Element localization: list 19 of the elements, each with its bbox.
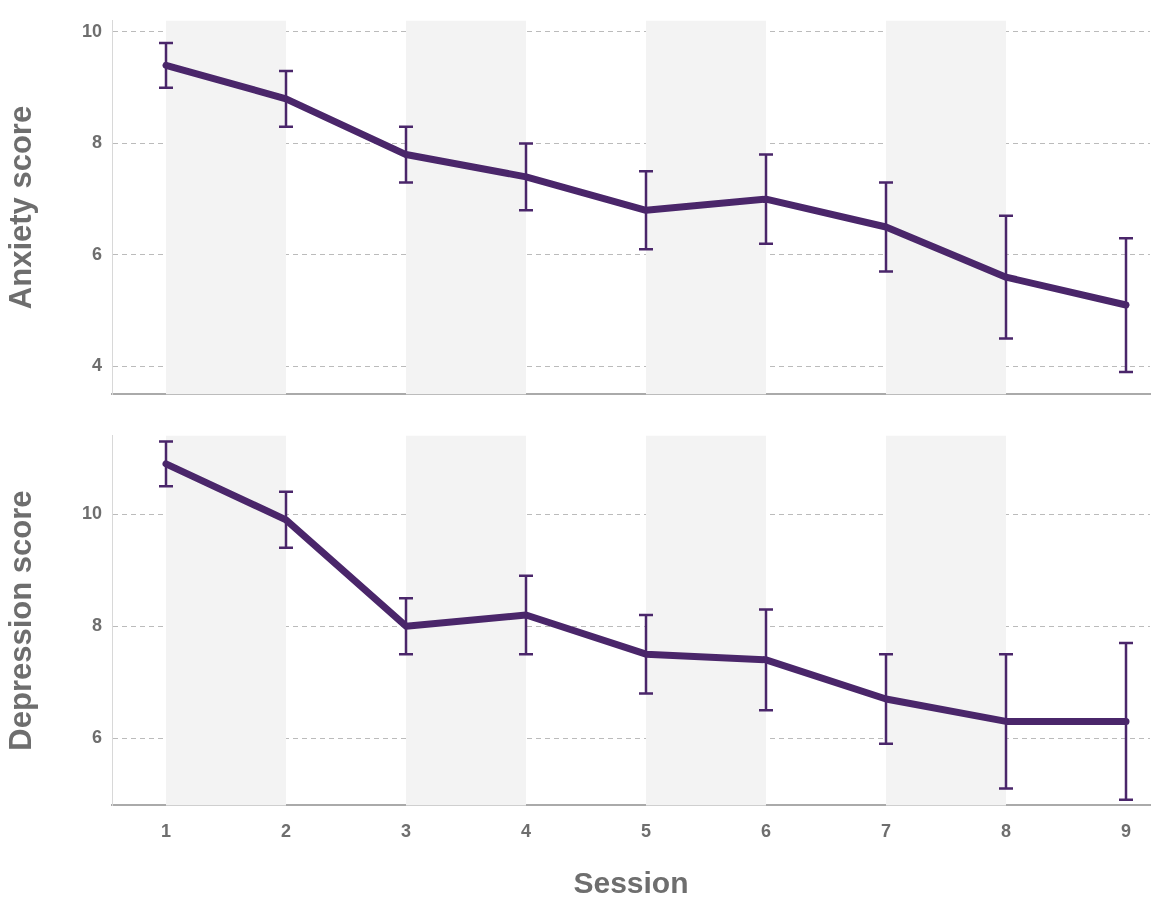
y-axis-title: Depression score [3,490,39,751]
x-tick-label: 8 [1000,821,1012,842]
x-axis-title: Session [573,866,689,900]
x-tick-label: 7 [880,821,892,842]
x-tick-label: 6 [760,821,772,842]
y-tick-label: 8 [91,615,102,636]
x-tick-label: 1 [160,821,172,842]
x-tick-label: 3 [400,821,412,842]
y-tick-label: 10 [81,20,102,41]
y-tick-label: 4 [91,355,102,376]
y-axis-title: Anxiety score [3,105,39,310]
x-tick-label: 2 [280,821,292,842]
y-tick-label: 6 [91,727,102,748]
y-tick-label: 6 [91,243,102,264]
x-tick-label: 5 [640,821,652,842]
y-tick-label: 8 [91,132,102,153]
x-tick-label: 4 [520,821,532,842]
y-tick-label: 10 [81,503,102,524]
x-tick-label: 9 [1120,821,1132,842]
